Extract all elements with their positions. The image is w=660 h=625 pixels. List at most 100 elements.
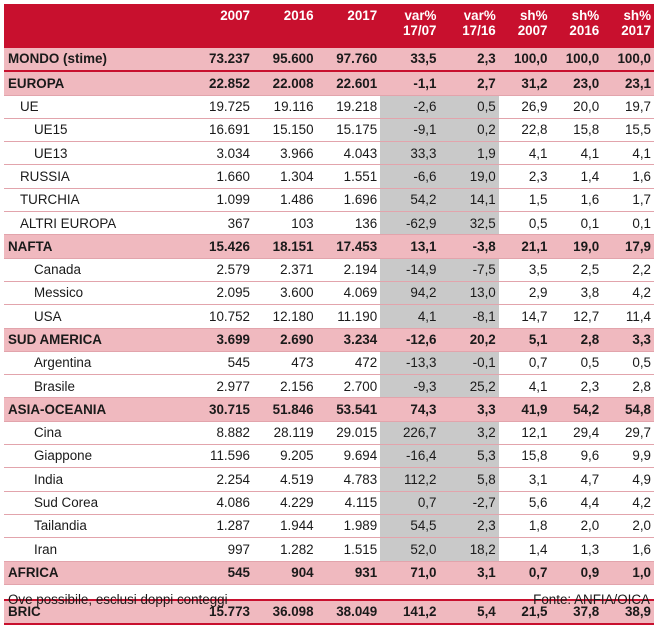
value-cell: 5,8 [439,467,499,492]
row-label: India [4,467,190,492]
value-cell: 4,2 [602,281,654,306]
value-cell: 2,2 [602,258,654,282]
value-cell: 17,9 [602,234,654,259]
value-cell: 13,1 [380,234,440,259]
value-cell: 1.282 [253,537,317,562]
row-label: UE [4,95,190,119]
value-cell: 3.699 [189,328,253,352]
row-label: Giappone [4,444,190,469]
value-cell: 0,7 [498,561,551,585]
value-cell: 9,9 [602,444,654,469]
row-label: ASIA-OCEANIA [4,397,190,422]
value-cell: 36.098 [253,599,317,625]
value-cell: -9,3 [380,374,440,399]
value-cell: 15.175 [316,118,381,143]
value-cell: 1.486 [253,188,317,213]
country-row: India 2.254 4.519 4.783 112,2 5,8 3,1 4,7 4,9 [4,467,654,492]
value-cell: 9.694 [316,444,381,469]
value-cell: 904 [253,561,317,585]
value-cell: 2,0 [602,514,654,539]
value-cell: 1,6 [602,164,654,189]
row-label: Canada [4,258,190,282]
value-cell: 1.551 [316,164,381,189]
value-cell: 2,5 [550,258,603,282]
row-label: USA [4,304,190,329]
value-cell: 1,4 [498,537,551,562]
value-cell: 23,0 [550,71,603,96]
value-cell: 2,3 [498,164,551,189]
value-cell: 0,1 [602,211,654,236]
value-cell: 30.715 [189,397,253,422]
value-cell: 4.783 [316,467,381,492]
value-cell: 9.205 [253,444,317,469]
region-row: MONDO (stime) 73.237 95.600 97.760 33,5 2,3 10… [4,48,654,73]
country-row: UE 19.725 19.116 19.218 -2,6 0,5 26,9 20,0 19,7 [4,95,654,119]
footer-source: Fonte: ANFIA/OICA [533,592,650,607]
value-cell: 11.596 [189,444,253,469]
country-row: UE13 3.034 3.966 4.043 33,3 1,9 4,1 4,1 4,1 [4,141,654,166]
value-cell: 1,7 [602,188,654,213]
production-table: 2007 2016 2017 var% 17/07 var% 17/16 sh% 2007 sh%… [4,4,654,625]
value-cell: 1,6 [550,188,603,213]
value-cell: 100,0 [498,48,551,73]
spacer-cell [316,584,381,601]
country-row: TURCHIA 1.099 1.486 1.696 54,2 14,1 1,5 1,6 1,7 [4,188,654,213]
value-cell: 0,9 [550,561,603,585]
value-cell: 54,5 [380,514,440,539]
value-cell: 0,7 [380,491,440,515]
value-cell: 1.304 [253,164,317,189]
value-cell: -7,5 [439,258,499,282]
value-cell: -8,1 [439,304,499,329]
country-row: Giappone 11.596 9.205 9.694 -16,4 5,3 15,8 9,6 9… [4,444,654,469]
row-label: Cina [4,421,190,446]
value-cell: 17.453 [316,234,381,259]
value-cell: 1.515 [316,537,381,562]
country-row: Messico 2.095 3.600 4.069 94,2 13,0 2,9 3,8 4,2 [4,281,654,306]
value-cell: 2.371 [253,258,317,282]
value-cell: 9,6 [550,444,603,469]
value-cell: 5,6 [498,491,551,515]
value-cell: 1,0 [602,561,654,585]
spacer-cell [380,584,440,601]
value-cell: 22.601 [316,71,381,96]
header-cell: var% 17/07 [380,4,440,48]
value-cell: 997 [189,537,253,562]
value-cell: 32,5 [439,211,499,236]
value-cell: 4.115 [316,491,381,515]
value-cell: 4,1 [550,141,603,166]
country-row: USA 10.752 12.180 11.190 4,1 -8,1 14,7 12,7 11,4 [4,304,654,329]
value-cell: 19.218 [316,95,381,119]
value-cell: 931 [316,561,381,585]
value-cell: 545 [189,561,253,585]
value-cell: 15,5 [602,118,654,143]
value-cell: 3.966 [253,141,317,166]
row-label: TURCHIA [4,188,190,213]
value-cell: 1.696 [316,188,381,213]
value-cell: 29.015 [316,421,381,446]
region-row: ASIA-OCEANIA 30.715 51.846 53.541 74,3 3,3 41,… [4,397,654,422]
value-cell: 11.190 [316,304,381,329]
value-cell: 2,7 [439,71,499,96]
value-cell: 3,3 [602,328,654,352]
value-cell: 0,5 [550,351,603,376]
value-cell: 3,5 [498,258,551,282]
country-row: Brasile 2.977 2.156 2.700 -9,3 25,2 4,1 2,3 2,8 [4,374,654,399]
row-label: Argentina [4,351,190,376]
row-label: ALTRI EUROPA [4,211,190,236]
value-cell: 15,8 [498,444,551,469]
value-cell: 28.119 [253,421,317,446]
value-cell: 2.194 [316,258,381,282]
value-cell: 1,4 [550,164,603,189]
value-cell: 2.977 [189,374,253,399]
value-cell: 103 [253,211,317,236]
value-cell: 22.008 [253,71,317,96]
value-cell: 2,0 [550,514,603,539]
value-cell: 2.690 [253,328,317,352]
value-cell: 100,0 [550,48,603,73]
country-row: Tailandia 1.287 1.944 1.989 54,5 2,3 1,8 2,0 2,0 [4,514,654,539]
row-label: EUROPA [4,71,190,96]
production-table-wrapper: 2007 2016 2017 var% 17/07 var% 17/16 sh% 2007 sh%… [4,4,654,625]
value-cell: 2.095 [189,281,253,306]
value-cell: 0,2 [439,118,499,143]
row-label: RUSSIA [4,164,190,189]
